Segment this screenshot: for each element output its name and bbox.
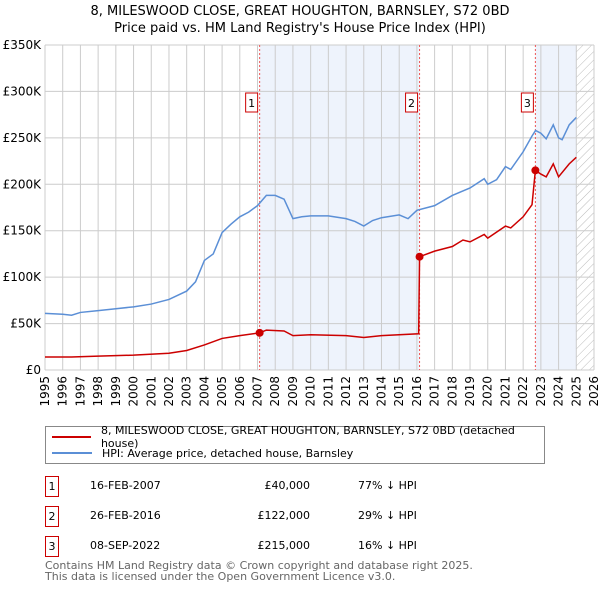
sale-marker-box	[245, 92, 259, 113]
forecast-hatch	[576, 45, 594, 370]
x-tick-label: 2022	[516, 376, 530, 407]
y-tick-label: £350K	[3, 38, 43, 52]
x-tick-label: 2023	[534, 376, 548, 407]
x-tick-label: 2021	[498, 376, 512, 407]
marker-badge: 1	[45, 476, 59, 497]
y-tick-label: £200K	[3, 177, 43, 191]
marker-badge: 3	[45, 536, 59, 557]
x-tick-label: 2016	[410, 376, 424, 407]
y-tick-label: £50K	[10, 317, 42, 331]
x-tick-label: 2004	[197, 376, 211, 407]
marker-badge: 2	[45, 506, 59, 527]
sale-date: 16-FEB-2007	[90, 479, 161, 492]
x-tick-label: 2012	[339, 376, 353, 407]
hpi-diff: 29% ↓ HPI	[358, 509, 417, 522]
y-tick-label: £250K	[3, 131, 43, 145]
x-tick-label: 1999	[109, 376, 123, 407]
chart: 1995 1996 1997 1998 1999 2000 2001 2002 2003 2004…	[3, 38, 600, 407]
x-tick-label: 2001	[144, 376, 158, 407]
sale-marker-label: 1	[248, 97, 255, 110]
x-tick-label: 1996	[56, 376, 70, 407]
x-tick-label: 2017	[428, 376, 442, 407]
y-tick-label: £0	[26, 363, 41, 377]
hpi-diff: 77% ↓ HPI	[358, 479, 417, 492]
sale-point	[415, 252, 424, 261]
sale-date: 26-FEB-2016	[90, 509, 161, 522]
x-tick-label: 1995	[38, 376, 52, 407]
sale-date: 08-SEP-2022	[90, 539, 161, 552]
sale-price: £40,000	[264, 479, 311, 492]
sale-point	[255, 328, 264, 337]
hpi-line	[44, 116, 577, 316]
x-tick-label: 2005	[215, 376, 229, 407]
x-tick-label: 2011	[321, 376, 335, 407]
sale-marker-box	[520, 92, 534, 113]
x-tick-label: 2006	[233, 376, 247, 407]
y-tick-label: £300K	[3, 84, 43, 98]
footer-line: Contains HM Land Registry data © Crown c…	[45, 559, 473, 572]
x-tick-label: 2007	[251, 376, 265, 407]
sale-marker-box	[405, 92, 419, 113]
x-tick-label: 2000	[127, 376, 141, 407]
shaded-range	[259, 45, 420, 370]
legend-item-property: 8, MILESWOOD CLOSE, GREAT HOUGHTON, BARN…	[52, 424, 544, 450]
x-tick-label: 2010	[304, 376, 318, 407]
x-tick-label: 2009	[286, 376, 300, 407]
x-tick-label: 2025	[569, 376, 583, 407]
x-tick-label: 2003	[180, 376, 194, 407]
legend: 8, MILESWOOD CLOSE, GREAT HOUGHTON, BARN…	[45, 424, 545, 464]
chart-title: 8, MILESWOOD CLOSE, GREAT HOUGHTON, BARN…	[0, 3, 600, 37]
hpi-diff: 16% ↓ HPI	[358, 539, 417, 552]
legend-label: HPI: Average price, detached house, Barn…	[102, 446, 354, 460]
footer-line: This data is licensed under the Open Gov…	[45, 570, 396, 583]
y-tick-label: £100K	[3, 270, 43, 284]
legend-label: 8, MILESWOOD CLOSE, GREAT HOUGHTON, BARN…	[100, 424, 515, 450]
shaded-range	[535, 45, 577, 370]
x-tick-label: 2024	[552, 376, 566, 407]
footer: Contains HM Land Registry data © Crown c…	[45, 560, 473, 582]
legend-item-hpi: HPI: Average price, detached house, Barn…	[52, 446, 353, 460]
x-tick-label: 2014	[374, 376, 388, 407]
x-tick-label: 2019	[463, 376, 477, 407]
x-tick-label: 2008	[268, 376, 282, 407]
x-tick-label: 2018	[445, 376, 459, 407]
x-tick-label: 1997	[73, 376, 87, 407]
title-line-1: 8, MILESWOOD CLOSE, GREAT HOUGHTON, BARN…	[90, 4, 510, 19]
sale-price: £122,000	[257, 509, 311, 522]
transaction-row: 2 26-FEB-2016 £122,000 29% ↓ HPI	[45, 506, 445, 527]
x-tick-label: 2026	[587, 376, 600, 407]
sale-marker-label: 2	[408, 97, 415, 110]
legend-swatch-blue	[52, 452, 92, 454]
sale-marker-label: 3	[524, 97, 531, 110]
sale-price: £215,000	[257, 539, 311, 552]
x-tick-label: 2002	[162, 376, 176, 407]
sale-point	[531, 166, 540, 175]
legend-swatch-red	[52, 436, 91, 438]
x-tick-label: 2013	[357, 376, 371, 407]
transaction-row: 3 08-SEP-2022 £215,000 16% ↓ HPI	[45, 536, 445, 557]
x-tick-label: 1998	[91, 376, 105, 407]
title-line-2: Price paid vs. HM Land Registry's House …	[114, 21, 486, 36]
x-tick-label: 2020	[481, 376, 495, 407]
y-tick-label: £150K	[3, 224, 43, 238]
transaction-row: 1 16-FEB-2007 £40,000 77% ↓ HPI	[45, 476, 445, 497]
x-tick-label: 2015	[392, 376, 406, 407]
